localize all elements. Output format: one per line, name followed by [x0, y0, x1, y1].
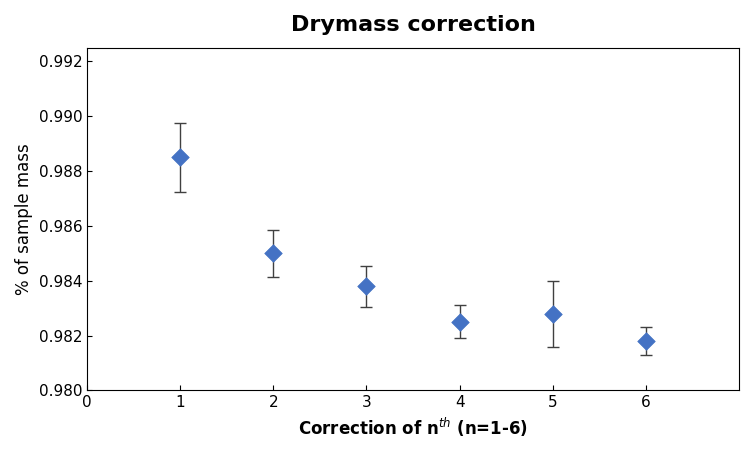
Point	[360, 282, 372, 290]
Point	[174, 154, 186, 161]
Point	[640, 337, 652, 345]
Title: Drymass correction: Drymass correction	[290, 15, 535, 35]
Point	[267, 250, 279, 257]
Point	[454, 318, 466, 326]
X-axis label: Correction of n$^{th}$ (n=1-6): Correction of n$^{th}$ (n=1-6)	[298, 416, 528, 439]
Y-axis label: % of sample mass: % of sample mass	[15, 143, 33, 295]
Point	[547, 310, 559, 317]
